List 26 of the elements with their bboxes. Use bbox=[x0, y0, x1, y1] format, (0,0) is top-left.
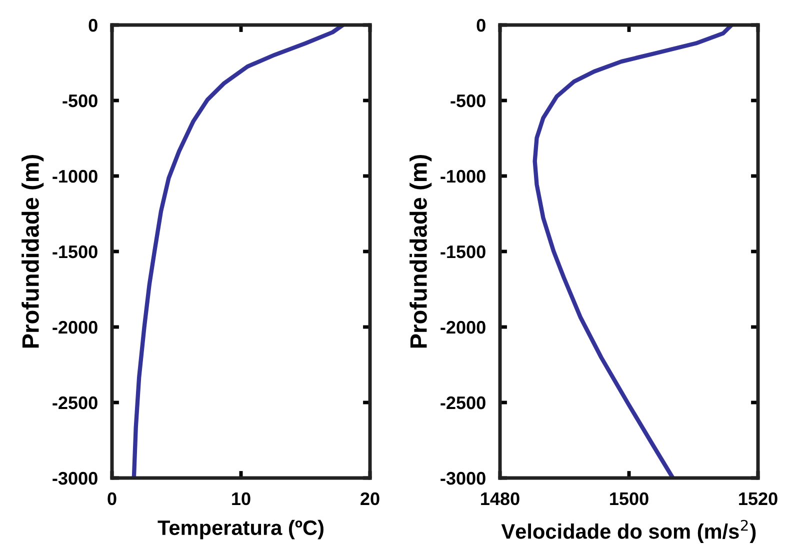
y-axis-title: Profundidade (m) bbox=[410, 154, 432, 348]
y-tick-label: -2000 bbox=[52, 320, 98, 334]
x-tick-label: 10 bbox=[232, 492, 250, 506]
y-tick-label: 0 bbox=[88, 18, 98, 32]
y-tick-label: -2500 bbox=[52, 396, 98, 410]
y-tick-label: 0 bbox=[476, 18, 486, 32]
line-series bbox=[532, 25, 734, 478]
y-tick-label: -2500 bbox=[440, 396, 486, 410]
y-tick-label: -1000 bbox=[440, 170, 486, 183]
y-tick-label: -3000 bbox=[52, 472, 98, 485]
y-tick-label: -500 bbox=[450, 94, 486, 108]
x-axis-title: Temperatura (ºC) bbox=[158, 520, 324, 540]
x-tick-label: 1500 bbox=[610, 492, 648, 506]
y-tick-label: -3000 bbox=[440, 472, 486, 485]
line-series bbox=[132, 25, 345, 478]
y-tick-label: -1500 bbox=[440, 245, 486, 258]
x-axis-title: Velocidade do som (m/s$^{2}$) bbox=[501, 520, 756, 543]
y-axis-title: Profundidade (m) bbox=[22, 154, 44, 348]
y-tick-label: -500 bbox=[62, 94, 98, 108]
x-tick-label: 0 bbox=[108, 492, 116, 506]
x-tick-label: 1520 bbox=[739, 492, 778, 506]
y-tick-label: -1500 bbox=[52, 245, 98, 258]
y-tick-label: -2000 bbox=[440, 320, 486, 334]
x-tick-label: 20 bbox=[360, 492, 380, 506]
x-tick-label: 1480 bbox=[481, 492, 520, 506]
y-tick-label: -1000 bbox=[52, 170, 98, 183]
